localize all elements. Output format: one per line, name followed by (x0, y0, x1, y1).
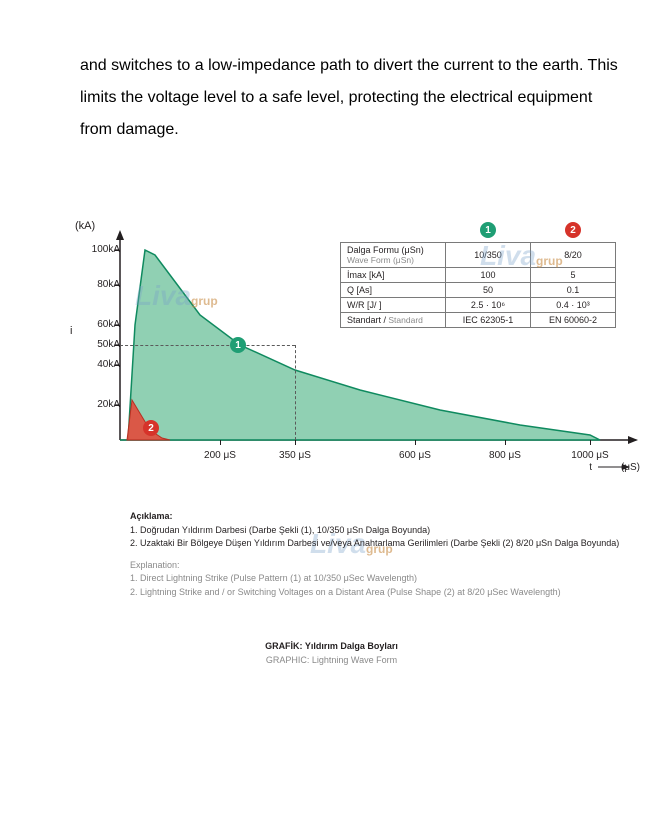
table-row: W/R [J/ ]2.5 · 10⁶0.4 · 10³ (341, 298, 616, 313)
caption-tr: GRAFİK: Yıldırım Dalga Boyları (0, 640, 663, 654)
table-row: Q [As]500.1 (341, 283, 616, 298)
value-cell-1: 50 (446, 283, 531, 298)
caption: GRAFİK: Yıldırım Dalga Boyları GRAPHIC: … (0, 640, 663, 667)
x-tick-mark (415, 440, 416, 445)
expl-line2-en: 2. Lightning Strike and / or Switching V… (130, 586, 630, 600)
y-tick-mark (115, 325, 120, 326)
x-tick-mark (295, 440, 296, 445)
param-cell: Standart / Standard (341, 313, 446, 328)
chart-badge-2: 2 (143, 420, 159, 436)
expl-title-tr: Açıklama: (130, 510, 630, 524)
value-cell-2: 0.4 · 10³ (531, 298, 616, 313)
value-cell-1: 10/350 (446, 243, 531, 268)
value-cell-2: 8/20 (531, 243, 616, 268)
param-cell: Dalga Formu (μSn)Wave Form (μSn) (341, 243, 446, 268)
table-row: Dalga Formu (μSn)Wave Form (μSn)10/3508/… (341, 243, 616, 268)
table-row: İmax [kA]1005 (341, 268, 616, 283)
value-cell-1: 2.5 · 10⁶ (446, 298, 531, 313)
x-tick-mark (505, 440, 506, 445)
y-tick-mark (115, 345, 120, 346)
x-tick-label: 350 μS (279, 450, 311, 461)
value-cell-2: EN 60060-2 (531, 313, 616, 328)
x-tick-label: 1000 μS (571, 450, 608, 461)
dash-v (295, 345, 296, 440)
x-tick-label: 200 μS (204, 450, 236, 461)
table-badge-2: 2 (565, 222, 581, 238)
table-badge-1: 1 (480, 222, 496, 238)
x-tick-label: 800 μS (489, 450, 521, 461)
y-tick-mark (115, 405, 120, 406)
y-tick-label: 20kA (80, 399, 120, 410)
body-text: and switches to a low-impedance path to … (80, 50, 620, 146)
y-tick-label: 60kA (80, 319, 120, 330)
x-axis-t-label: t (589, 462, 592, 473)
data-table: 1 2 Dalga Formu (μSn)Wave Form (μSn)10/3… (340, 220, 616, 328)
y-tick-label: 40kA (80, 359, 120, 370)
explanation-section: Açıklama: 1. Doğrudan Yıldırım Darbesi (… (130, 510, 630, 599)
value-cell-2: 0.1 (531, 283, 616, 298)
value-cell-2: 5 (531, 268, 616, 283)
param-cell: İmax [kA] (341, 268, 446, 283)
expl-line1-tr: 1. Doğrudan Yıldırım Darbesi (Darbe Şekl… (130, 524, 630, 538)
expl-title-en: Explanation: (130, 559, 630, 573)
table-row: Standart / StandardIEC 62305-1EN 60060-2 (341, 313, 616, 328)
x-tick-mark (220, 440, 221, 445)
value-cell-1: IEC 62305-1 (446, 313, 531, 328)
expl-line2-tr: 2. Uzaktaki Bir Bölgeye Düşen Yıldırım D… (130, 537, 630, 551)
i-label: i (70, 325, 72, 337)
caption-en: GRAPHIC: Lightning Wave Form (0, 654, 663, 668)
x-tick-label: 600 μS (399, 450, 431, 461)
param-cell: Q [As] (341, 283, 446, 298)
dash-h (120, 345, 295, 346)
x-axis-unit-label: (μS) (621, 462, 640, 473)
expl-line1-en: 1. Direct Lightning Strike (Pulse Patter… (130, 572, 630, 586)
y-tick-label: 80kA (80, 279, 120, 290)
y-tick-mark (115, 365, 120, 366)
y-tick-mark (115, 285, 120, 286)
param-cell: W/R [J/ ] (341, 298, 446, 313)
value-cell-1: 100 (446, 268, 531, 283)
y-tick-label: 50kA (80, 339, 120, 350)
chart-badge-1: 1 (230, 337, 246, 353)
y-tick-mark (115, 250, 120, 251)
y-tick-label: 100kA (80, 244, 120, 255)
x-tick-mark (590, 440, 591, 445)
